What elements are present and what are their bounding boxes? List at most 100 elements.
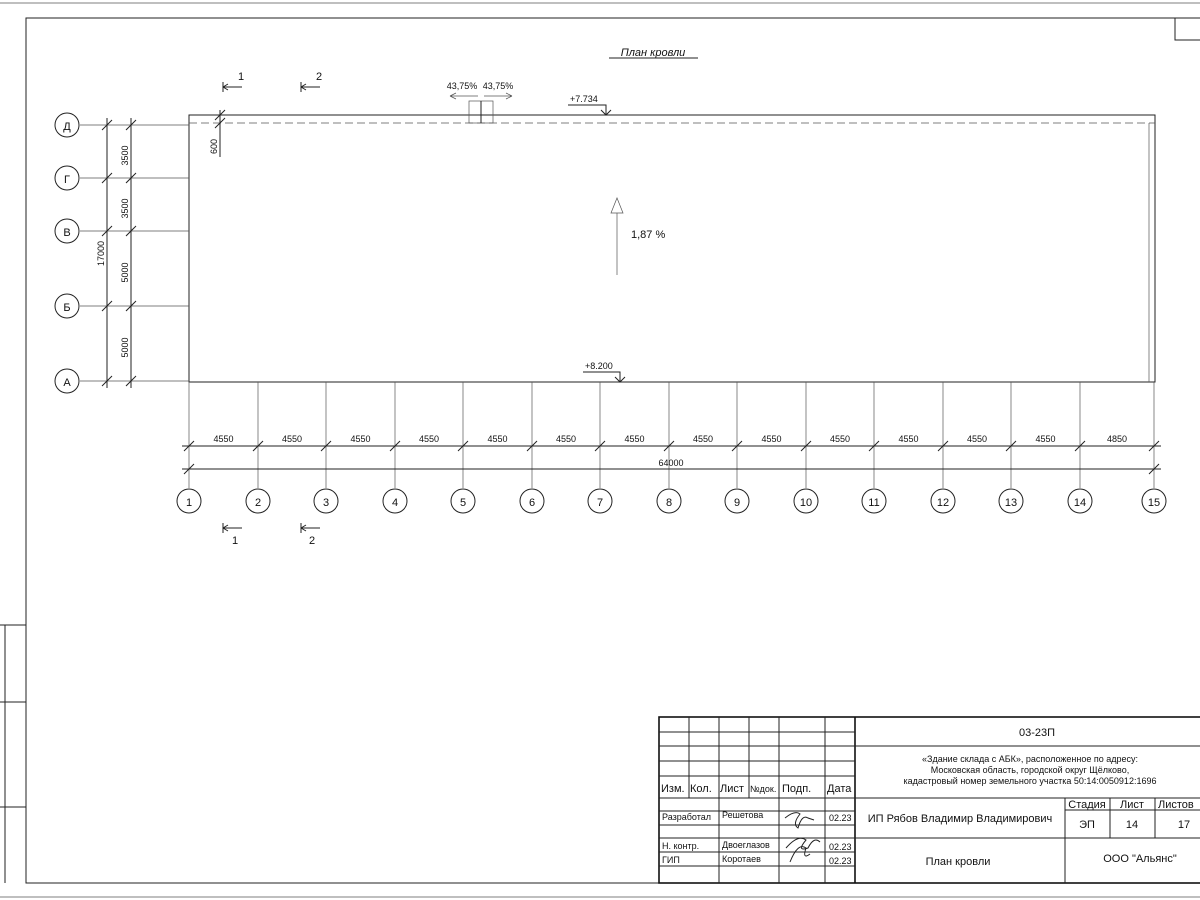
slope-label: 1,87 % bbox=[631, 229, 665, 241]
column-axis-label: 10 bbox=[800, 497, 812, 509]
roof-outline bbox=[188, 114, 1156, 383]
column-axis-bubble bbox=[245, 488, 271, 514]
column-dim-label: 4550 bbox=[556, 434, 576, 444]
drawing-title: План кровли bbox=[621, 47, 686, 59]
column-axis-label: 15 bbox=[1148, 497, 1160, 509]
stamp-company: ООО "Альянс" bbox=[1103, 853, 1177, 865]
column-axis-bubble bbox=[1067, 488, 1093, 514]
section-mark-1-top: 1 bbox=[222, 71, 244, 92]
row-total-dim-label: 17000 bbox=[96, 241, 106, 266]
row-dim-label: 3500 bbox=[120, 198, 130, 218]
column-axis-label: 5 bbox=[460, 497, 466, 509]
row-axis-label: Б bbox=[63, 302, 70, 314]
left-binding-strip bbox=[0, 624, 26, 883]
elevation-mark-bottom: +8.200 bbox=[583, 361, 626, 383]
column-dim-label: 4550 bbox=[282, 434, 302, 444]
column-axis-label: 13 bbox=[1005, 497, 1017, 509]
drawing-frame bbox=[25, 17, 1200, 884]
stamp-sheets-label: Листов bbox=[1158, 799, 1194, 811]
column-axis-label: 1 bbox=[186, 497, 192, 509]
column-axis-bubble bbox=[313, 488, 339, 514]
column-axis-bubble bbox=[382, 488, 408, 514]
column-dim-label: 4550 bbox=[761, 434, 781, 444]
stamp-role-norm-control: Н. контр. bbox=[662, 841, 699, 851]
column-dim-label: 4550 bbox=[487, 434, 507, 444]
column-axis-bubble bbox=[519, 488, 545, 514]
column-axis-bubble bbox=[998, 488, 1024, 514]
row-axis-bubble bbox=[54, 112, 80, 138]
column-dim-label: 4550 bbox=[1035, 434, 1055, 444]
column-axis-bubble bbox=[1141, 488, 1167, 514]
section-mark-2-bottom: 2 bbox=[300, 523, 320, 547]
stamp-role-chief-engineer: ГИП bbox=[662, 855, 680, 865]
stamp-sheet-title: План кровли bbox=[926, 856, 991, 868]
column-axis-bubble bbox=[930, 488, 956, 514]
parapet-slope-right: 43,75% bbox=[483, 81, 514, 91]
stamp-stage: ЭП bbox=[1079, 819, 1095, 831]
column-dim-label: 4550 bbox=[213, 434, 233, 444]
stamp-date-chief-engineer: 02.23 bbox=[829, 856, 852, 866]
row-axis-label: Д bbox=[63, 121, 71, 133]
stamp-header-ndoc: №док. bbox=[750, 784, 776, 794]
column-axis-label: 3 bbox=[323, 497, 329, 509]
column-dim-label: 4550 bbox=[419, 434, 439, 444]
section-mark-2-top: 2 bbox=[300, 71, 322, 92]
column-axis-bubble bbox=[587, 488, 613, 514]
stamp-project-line-2: Московская область, городской округ Щёлк… bbox=[931, 765, 1129, 775]
parapet-slope-left: 43,75% bbox=[447, 81, 478, 91]
row-dim-label: 5000 bbox=[120, 262, 130, 282]
row-axis-bubble bbox=[54, 368, 80, 394]
column-dim-label: 4550 bbox=[693, 434, 713, 444]
column-axis-label: 9 bbox=[734, 497, 740, 509]
stamp-header-list: Лист bbox=[720, 783, 744, 795]
row-axis-bubble bbox=[54, 293, 80, 319]
svg-text:+7.734: +7.734 bbox=[570, 94, 598, 104]
column-axis-bubble bbox=[176, 488, 202, 514]
stamp-name-norm-control: Двоеглазов bbox=[722, 840, 770, 850]
column-total-dim-label: 64000 bbox=[658, 458, 683, 468]
stamp-name-developer: Решетова bbox=[722, 810, 763, 820]
column-dim-label: 4550 bbox=[624, 434, 644, 444]
column-dim-label: 4850 bbox=[1107, 434, 1127, 444]
stamp-header-data: Дата bbox=[827, 783, 852, 795]
column-dim-label: 4550 bbox=[898, 434, 918, 444]
svg-text:600: 600 bbox=[209, 139, 219, 154]
stamp-stage-label: Стадия bbox=[1068, 799, 1106, 811]
stamp-code: 03-23П bbox=[1019, 727, 1055, 739]
section-mark-1-bottom: 1 bbox=[222, 523, 242, 547]
row-axis-bubble bbox=[54, 218, 80, 244]
stamp-project-line-1: «Здание склада с АБК», расположенное по … bbox=[922, 754, 1138, 764]
column-dim-label: 4550 bbox=[830, 434, 850, 444]
stamp-sheet: 14 bbox=[1126, 819, 1138, 831]
row-dim-label: 5000 bbox=[120, 337, 130, 357]
svg-text:1: 1 bbox=[232, 535, 238, 547]
row-axis-bubble bbox=[54, 165, 80, 191]
column-axis-label: 11 bbox=[868, 497, 879, 509]
stamp-role-developer: Разработал bbox=[662, 812, 711, 822]
slope-arrow-icon bbox=[610, 197, 624, 275]
column-axis-label: 12 bbox=[937, 497, 949, 509]
column-axis-bubble bbox=[656, 488, 682, 514]
column-axis-label: 7 bbox=[597, 497, 603, 509]
stamp-date-developer: 02.23 bbox=[829, 813, 852, 823]
svg-text:+8.200: +8.200 bbox=[585, 361, 613, 371]
svg-text:2: 2 bbox=[309, 535, 315, 547]
column-axis-bubble bbox=[861, 488, 887, 514]
column-axis-bubble bbox=[450, 488, 476, 514]
axis-grid: Д 3500 Г 3500 В 5000 Б 5000 А 17000 1 4550 2 4550 3 455… bbox=[54, 112, 1167, 514]
parapet-offset-dim: 600 bbox=[209, 109, 226, 157]
stamp-header-izm: Изм. bbox=[661, 783, 685, 795]
column-axis-bubble bbox=[793, 488, 819, 514]
column-axis-label: 6 bbox=[529, 497, 535, 509]
row-axis-label: Г bbox=[64, 174, 70, 186]
corner-box bbox=[1174, 17, 1200, 41]
svg-text:1: 1 bbox=[238, 71, 244, 83]
row-axis-label: А bbox=[63, 377, 71, 389]
svg-text:2: 2 bbox=[316, 71, 322, 83]
column-dim-label: 4550 bbox=[350, 434, 370, 444]
stamp-sheet-label: Лист bbox=[1120, 799, 1144, 811]
elevation-mark-top: +7.734 bbox=[568, 94, 612, 116]
column-axis-label: 14 bbox=[1074, 497, 1086, 509]
stamp-name-chief-engineer: Коротаев bbox=[722, 854, 761, 864]
column-axis-label: 4 bbox=[392, 497, 398, 509]
